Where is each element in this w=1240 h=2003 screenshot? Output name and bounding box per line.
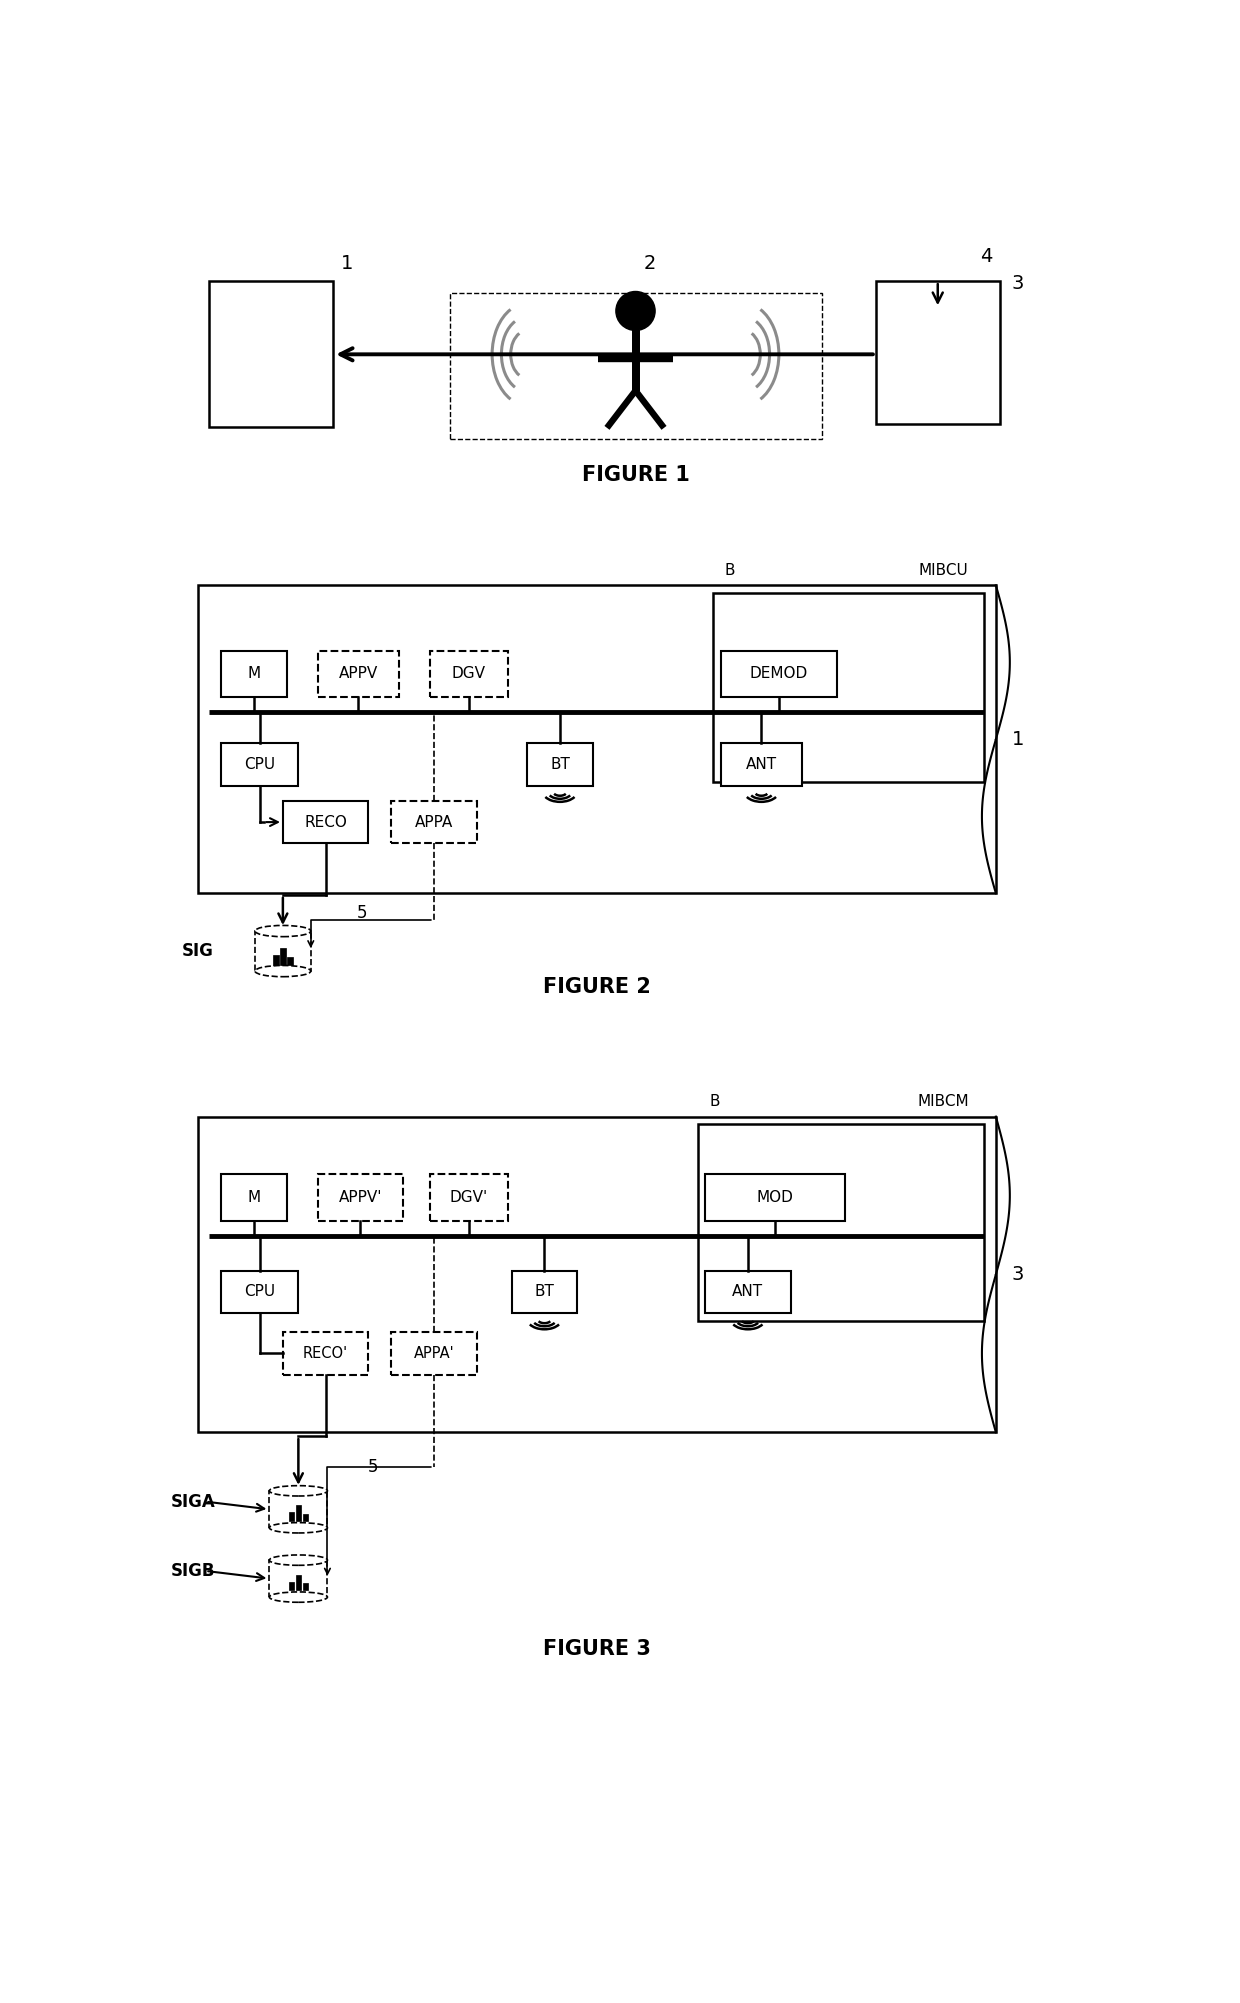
Text: 1: 1 [1012,729,1024,749]
Text: FIGURE 3: FIGURE 3 [543,1640,651,1658]
Text: DEMOD: DEMOD [750,667,808,681]
Ellipse shape [269,1522,327,1532]
Bar [221,743,299,785]
Bar [706,1270,791,1314]
Text: 3: 3 [1012,1266,1024,1284]
Bar [283,1332,368,1374]
Bar [527,743,593,785]
Text: MIBCM: MIBCM [918,1094,968,1110]
Text: MIBCU: MIBCU [919,563,968,577]
Ellipse shape [269,1554,327,1564]
Text: 2: 2 [644,254,656,274]
Text: SIGA: SIGA [171,1492,216,1510]
Text: BT: BT [534,1284,554,1300]
Text: FIGURE 2: FIGURE 2 [543,977,651,997]
Bar [303,1582,308,1590]
Ellipse shape [255,965,311,977]
Bar [706,1174,844,1220]
Text: 5: 5 [357,903,367,921]
Text: SIGB: SIGB [171,1562,215,1580]
Bar [449,292,821,439]
Bar [221,1270,299,1314]
Text: SIG: SIG [182,941,215,959]
Text: M: M [247,667,260,681]
Text: 3: 3 [1012,274,1024,292]
Bar [295,1574,301,1590]
Text: RECO': RECO' [303,1346,348,1360]
Text: APPV: APPV [339,667,378,681]
Bar [720,651,837,697]
Bar [317,651,399,697]
Text: 1: 1 [341,254,353,274]
Bar [317,1174,403,1220]
Text: RECO: RECO [304,815,347,829]
Bar [269,1560,327,1596]
Text: M: M [247,1190,260,1206]
Bar [273,955,279,965]
Text: APPA': APPA' [414,1346,454,1360]
Text: MOD: MOD [756,1190,794,1206]
Text: 5: 5 [368,1458,378,1476]
Bar [197,1116,996,1432]
Bar [283,801,368,843]
Bar [288,957,293,965]
Bar [255,931,311,971]
Bar [210,280,334,427]
Bar [289,1512,294,1520]
Text: APPA: APPA [415,815,453,829]
Bar [875,280,999,423]
Bar [221,1174,286,1220]
Bar [430,651,507,697]
Bar [197,585,996,893]
Text: ANT: ANT [746,757,777,771]
Ellipse shape [255,925,311,937]
Text: B: B [724,563,735,577]
Text: FIGURE 1: FIGURE 1 [582,465,689,485]
Bar [392,801,476,843]
Text: CPU: CPU [244,1284,275,1300]
Bar [697,1124,985,1320]
Text: BT: BT [551,757,570,771]
Text: DGV: DGV [451,667,486,681]
Bar [221,651,286,697]
Text: DGV': DGV' [450,1190,489,1206]
Text: APPV': APPV' [339,1190,382,1206]
Bar [280,947,285,965]
Text: B: B [709,1094,719,1110]
Bar [511,1270,578,1314]
Text: 4: 4 [981,246,993,266]
Bar [269,1490,327,1528]
Ellipse shape [269,1486,327,1496]
Text: CPU: CPU [244,757,275,771]
Circle shape [616,292,655,330]
Bar [713,593,985,781]
Bar [295,1506,301,1520]
Bar [289,1582,294,1590]
Bar [430,1174,507,1220]
Bar [392,1332,476,1374]
Bar [720,743,802,785]
Text: ANT: ANT [733,1284,764,1300]
Bar [303,1514,308,1520]
Ellipse shape [269,1592,327,1602]
